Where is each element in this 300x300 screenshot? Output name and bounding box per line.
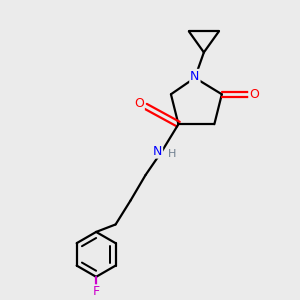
Text: N: N: [190, 70, 200, 83]
Text: F: F: [93, 285, 100, 298]
Text: H: H: [168, 149, 177, 159]
Text: O: O: [249, 88, 259, 101]
Text: N: N: [153, 145, 162, 158]
Text: O: O: [134, 97, 144, 110]
